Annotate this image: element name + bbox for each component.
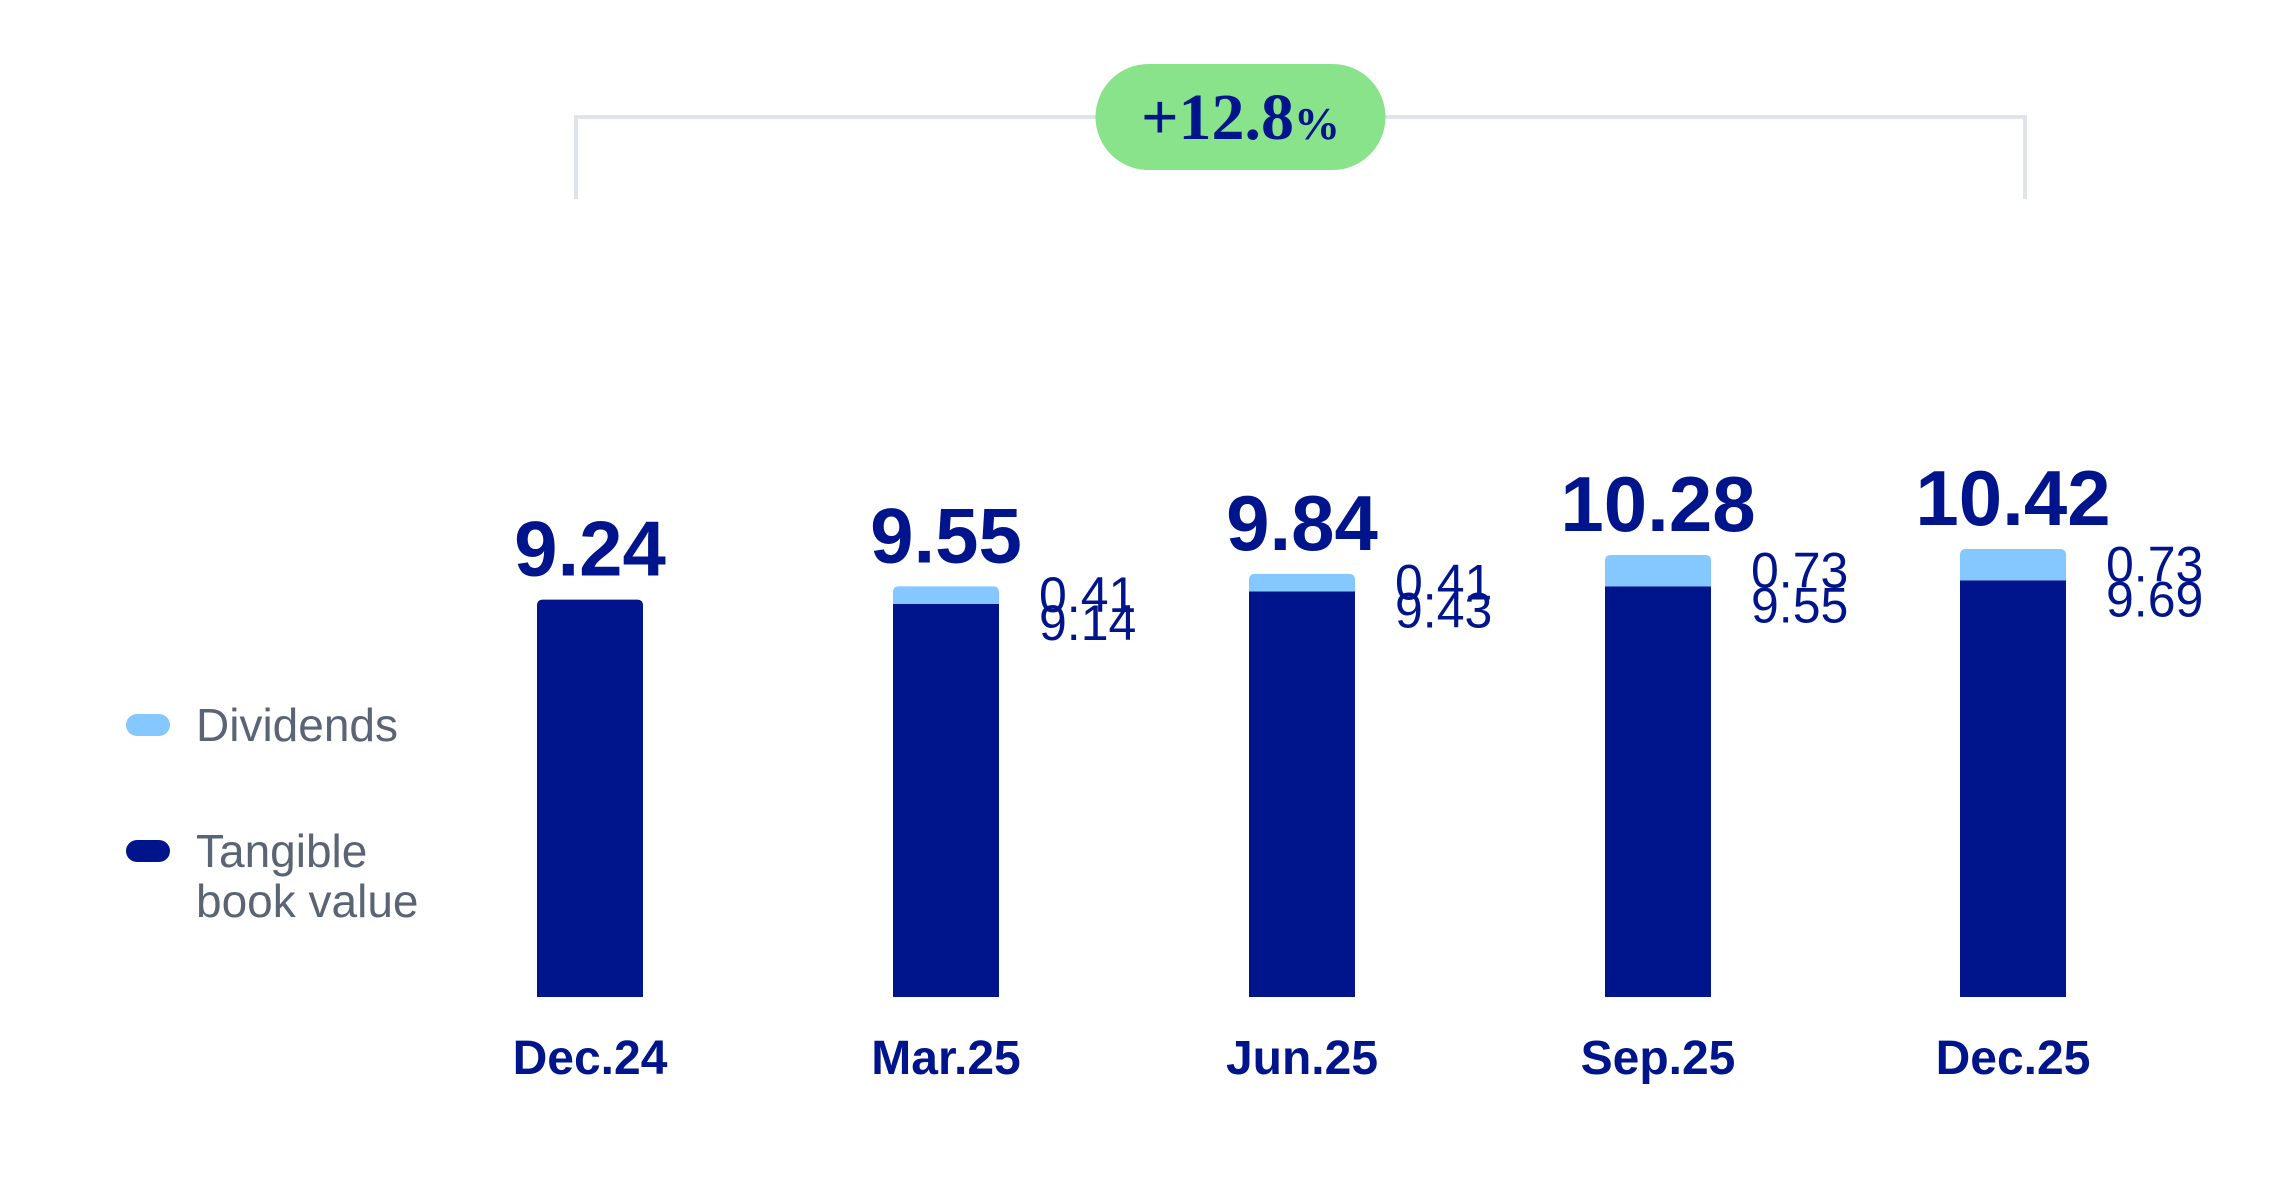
legend-label-line-1: Tangible — [196, 825, 368, 877]
data-label-tangible-book-value: 9.14 — [1039, 595, 1136, 651]
bar-tangible-book-value — [1249, 591, 1355, 997]
data-label-tangible-book-value: 9.43 — [1395, 583, 1492, 639]
growth-badge — [1095, 64, 1386, 170]
total-label: 10.42 — [1915, 454, 2110, 542]
bar-dividends — [1249, 573, 1355, 592]
bar-dividends — [1960, 548, 2066, 581]
total-label: 10.28 — [1560, 460, 1755, 548]
bar-tangible-book-value — [1960, 580, 2066, 997]
legend-swatch-dividends — [126, 714, 170, 736]
data-label-dividends: 0.73 — [1751, 543, 1848, 599]
x-tick-label: Mar.25 — [871, 1032, 1020, 1085]
legend-label-line-2: book value — [196, 875, 419, 927]
bar-tangible-book-value — [1605, 586, 1711, 997]
x-tick-label: Dec.25 — [1936, 1032, 2091, 1085]
data-label-tangible-book-value: 9.69 — [2106, 571, 2203, 627]
growth-badge-percent: % — [1294, 98, 1340, 149]
total-label: 9.55 — [870, 491, 1022, 579]
bar-dividends — [1605, 554, 1711, 587]
bar-tangible-book-value — [893, 603, 999, 997]
legend-swatch-tangible-book-value — [126, 840, 170, 862]
total-label: 9.84 — [1226, 479, 1378, 567]
legend-label-dividends: Dividends — [196, 699, 398, 751]
data-label-dividends: 0.41 — [1039, 567, 1136, 623]
x-tick-label: Jun.25 — [1226, 1032, 1378, 1085]
x-tick-label: Dec.24 — [513, 1032, 668, 1085]
bar-dividends — [893, 586, 999, 604]
x-tick-label: Sep.25 — [1581, 1032, 1736, 1085]
data-label-dividends: 0.41 — [1395, 555, 1492, 611]
bar-tangible-book-value — [537, 599, 643, 997]
data-label-tangible-book-value: 9.55 — [1751, 577, 1848, 633]
data-label-dividends: 0.73 — [2106, 537, 2203, 593]
total-label: 9.24 — [514, 505, 666, 593]
legend-label-tangible-book-value: Tangible book value — [196, 826, 419, 926]
